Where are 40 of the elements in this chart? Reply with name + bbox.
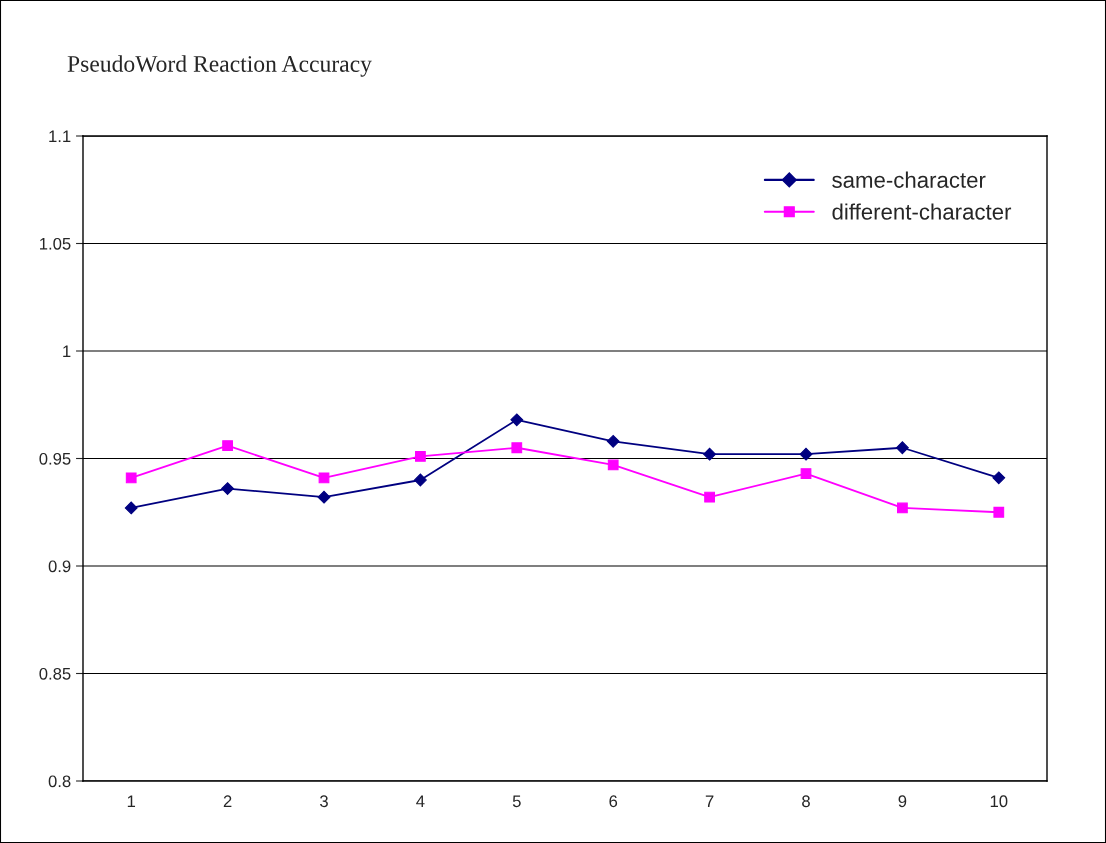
point [317, 490, 331, 504]
x-tick-label: 6 [609, 795, 618, 808]
legend-label: same-character [832, 171, 986, 188]
point [318, 472, 330, 484]
legend-label: different-character [832, 203, 1012, 220]
point [413, 473, 427, 487]
point [607, 459, 619, 471]
x-tick-label: 4 [416, 795, 425, 807]
point [510, 413, 524, 427]
point [221, 482, 235, 496]
y-tick-label: 0.95 [39, 452, 71, 465]
x-tick-label: 7 [705, 795, 714, 807]
point [993, 506, 1005, 518]
point [800, 468, 812, 479]
x-tick-label: 10 [990, 795, 1008, 808]
y-tick-label: 0.8 [48, 775, 71, 788]
y-tick-label: 1.1 [49, 130, 71, 143]
x-tick-label: 5 [512, 795, 521, 808]
point [992, 471, 1006, 485]
point [222, 440, 233, 451]
point [124, 501, 138, 515]
point [897, 502, 908, 514]
y-tick-label: 1.05 [40, 237, 71, 250]
point [606, 434, 620, 448]
point [799, 447, 813, 461]
y-tick-label: 1 [63, 345, 71, 358]
point [704, 491, 715, 503]
point [125, 472, 137, 484]
point [511, 442, 523, 454]
point [703, 447, 717, 461]
x-tick-label: 2 [223, 795, 232, 807]
x-tick-label: 3 [320, 795, 328, 808]
x-tick-label: 1 [127, 795, 136, 807]
y-tick-label: 0.9 [48, 560, 71, 573]
point [415, 450, 426, 462]
y-tick-label: 0.85 [39, 667, 71, 680]
chart-title: PseudoWord Reaction Accuracy [67, 55, 372, 77]
point [895, 441, 909, 455]
x-tick-label: 8 [802, 795, 810, 808]
x-tick-label: 9 [898, 795, 907, 808]
